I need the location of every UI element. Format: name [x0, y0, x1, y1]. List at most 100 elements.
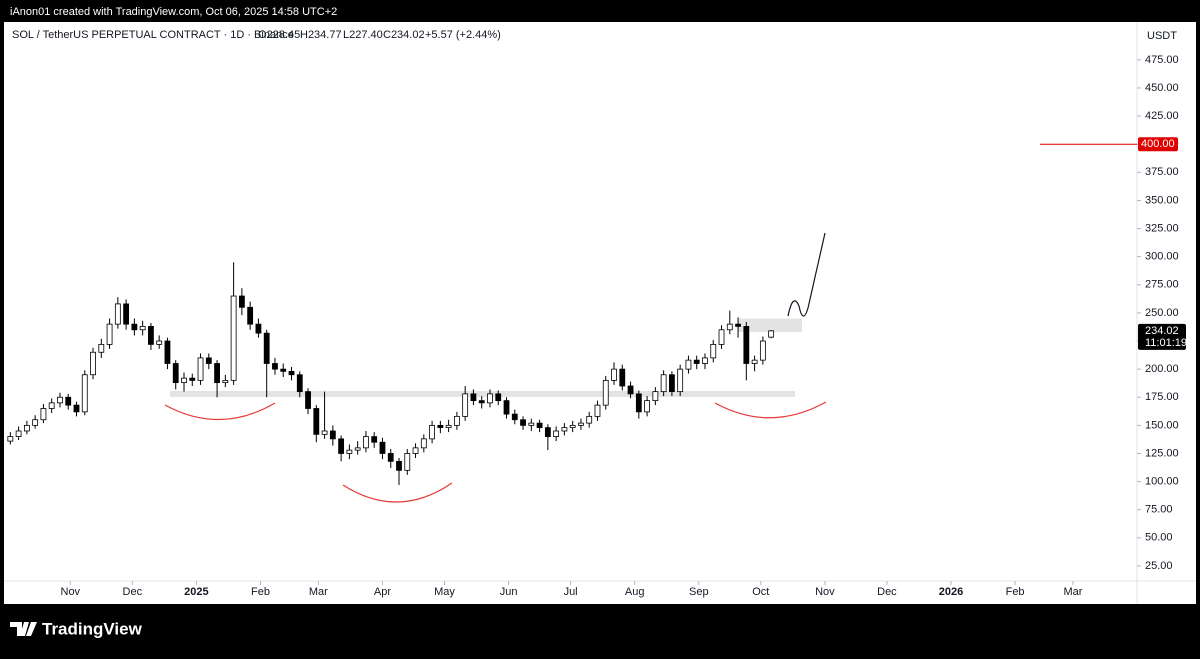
candle-body [40, 408, 47, 421]
candle-body [751, 359, 758, 364]
candle-body [329, 430, 336, 440]
x-tick-label: Aug [625, 586, 645, 598]
x-tick-label: Feb [251, 586, 270, 598]
y-tick-label: 275.00 [1145, 279, 1179, 291]
last-price-box [1138, 323, 1186, 350]
candle-body [90, 351, 96, 376]
countdown: 11:01:19 [1145, 337, 1187, 349]
candle-body [387, 453, 394, 462]
candle-body [495, 393, 502, 402]
y-tick-label: 75.00 [1145, 504, 1173, 516]
candle-body [338, 438, 345, 454]
arc [342, 482, 453, 503]
high: H234.77 [300, 29, 342, 41]
x-tick-label: Jul [564, 586, 578, 598]
candle-body [205, 357, 212, 364]
candle-body [57, 396, 63, 404]
candle-body [462, 393, 469, 417]
candle-body [470, 393, 477, 402]
candle-body [635, 393, 642, 413]
x-tick-label: 2026 [939, 586, 963, 598]
open: O228.45 [258, 29, 300, 41]
candle-body [379, 441, 386, 454]
logo [10, 622, 37, 636]
y-tick-label: 425.00 [1145, 110, 1179, 122]
candle-body [172, 363, 179, 384]
candle-body [652, 391, 659, 402]
y-tick-label: 100.00 [1145, 476, 1179, 488]
x-tick-label: Mar [1064, 586, 1083, 598]
candle-body [768, 330, 775, 338]
candle-body [528, 422, 535, 426]
candle-body [346, 449, 353, 454]
candle-body [371, 436, 378, 443]
candle-body [404, 453, 411, 471]
candle-body [238, 295, 245, 308]
y-tick-label: 250.00 [1145, 307, 1179, 319]
candle-body [305, 391, 311, 409]
currency: USDT [1147, 30, 1177, 42]
brand-name: TradingView [42, 619, 143, 638]
y-tick-label: 325.00 [1145, 222, 1179, 234]
y-tick-label: 25.00 [1145, 560, 1173, 572]
y-tick-label: 150.00 [1145, 419, 1179, 431]
chart-panel [4, 22, 1196, 604]
low: L227.40 [343, 29, 383, 41]
close: C234.02 [383, 29, 425, 41]
candle-body [32, 419, 39, 426]
x-tick-label: Apr [374, 586, 391, 598]
candle-body [644, 400, 650, 413]
candle-body [106, 323, 113, 345]
y-tick-label: 350.00 [1145, 194, 1179, 206]
candle-body [296, 374, 303, 393]
target-label-box [1138, 137, 1178, 152]
target-label: 400.00 [1141, 138, 1175, 150]
candle-body [759, 340, 766, 361]
x-tick-label: Dec [123, 586, 143, 598]
candle-body [48, 402, 55, 409]
candle-body [23, 424, 30, 432]
candle-body [272, 363, 278, 370]
candle-body [139, 325, 146, 331]
candle-body [702, 357, 708, 364]
candle-body [7, 436, 14, 442]
x-tick-label: Jun [500, 586, 518, 598]
candle-body [164, 340, 171, 364]
y-tick-label: 475.00 [1145, 54, 1179, 66]
candle-body [503, 400, 510, 415]
candle-body [685, 359, 692, 370]
candle-body [677, 368, 684, 393]
credit: iAnon01 created with TradingView.com, Oc… [10, 6, 337, 18]
x-tick-label: 2025 [184, 586, 208, 598]
candle-body [710, 343, 717, 359]
candle-body [594, 404, 601, 417]
candle-body [437, 424, 444, 429]
candle-body [511, 413, 518, 421]
x-tick-label: Mar [309, 586, 328, 598]
x-tick-label: Oct [752, 586, 769, 598]
candle-body [586, 415, 593, 424]
y-tick-label: 125.00 [1145, 447, 1179, 459]
y-tick-label: 450.00 [1145, 82, 1179, 94]
brand: TradingView [10, 619, 143, 638]
candle-body [255, 323, 262, 334]
candle-body [726, 323, 733, 331]
candle-body [660, 374, 667, 393]
candle-body [197, 357, 204, 381]
candle-body [735, 323, 741, 327]
candle-body [429, 424, 435, 440]
candle-body [263, 332, 270, 364]
candle-body [222, 379, 229, 384]
candle-body [578, 422, 584, 426]
candle-body [230, 295, 237, 381]
x-tick-label: Nov [815, 586, 835, 598]
candle-body [131, 323, 138, 331]
candle-body [363, 436, 369, 449]
y-tick-label: 175.00 [1145, 391, 1179, 403]
x-tick-label: May [434, 586, 455, 598]
candle-body [280, 368, 287, 372]
y-tick-label: 300.00 [1145, 251, 1179, 263]
x-tick-label: Nov [61, 586, 81, 598]
